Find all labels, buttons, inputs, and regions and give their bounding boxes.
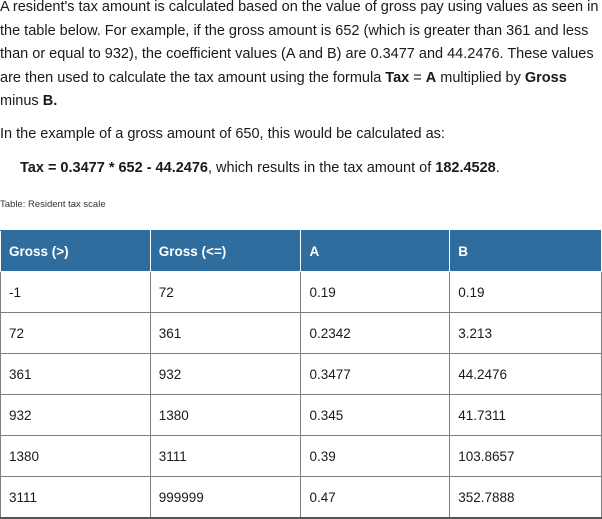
- intro-text: A resident's tax amount is calculated ba…: [0, 0, 599, 86]
- cell-gross-gt: 1380: [0, 435, 151, 477]
- equals-text: =: [409, 69, 426, 86]
- cell-a: 0.2342: [300, 312, 451, 354]
- table-row: 3111 999999 0.47 352.7888: [0, 476, 602, 519]
- formula-mid: , which results in the tax amount of: [207, 160, 436, 176]
- intro-paragraph: A resident's tax amount is calculated ba…: [0, 0, 600, 114]
- cell-a: 0.3477: [300, 353, 451, 395]
- cell-gross-gt: 72: [0, 312, 151, 354]
- table-row: 72 361 0.2342 3.213: [0, 312, 602, 354]
- example-lead: In the example of a gross amount of 650,…: [0, 126, 445, 142]
- cell-gross-lte: 1380: [149, 394, 302, 436]
- cell-gross-gt: 932: [0, 394, 151, 436]
- cell-gross-gt: 3111: [0, 476, 151, 519]
- cell-a: 0.47: [300, 476, 451, 519]
- cell-b: 103.8657: [449, 435, 602, 477]
- cell-gross-gt: -1: [0, 271, 151, 313]
- cell-gross-gt: 361: [0, 353, 151, 395]
- header-gross-gt: Gross (>): [0, 230, 151, 272]
- cell-gross-lte: 932: [149, 353, 302, 395]
- table-row: 932 1380 0.345 41.7311: [0, 394, 602, 436]
- table-caption: Table: Resident tax scale: [0, 199, 106, 210]
- formula-result: 182.4528: [435, 160, 496, 176]
- cell-gross-lte: 72: [149, 271, 302, 313]
- minus-text: minus: [0, 93, 43, 109]
- cell-a: 0.345: [300, 394, 451, 436]
- cell-gross-lte: 3111: [149, 435, 302, 477]
- cell-b: 44.2476: [449, 353, 602, 395]
- gross-word: Gross: [524, 69, 567, 86]
- cell-a: 0.39: [300, 435, 451, 477]
- cell-gross-lte: 361: [149, 312, 302, 354]
- cell-b: 3.213: [449, 312, 602, 354]
- tax-word: Tax: [385, 69, 410, 86]
- cell-a: 0.19: [300, 271, 451, 313]
- multiplied-text: multiplied by: [436, 69, 525, 86]
- formula-bold: Tax = 0.3477 * 652 - 44.2476: [20, 160, 208, 176]
- table-row: 1380 3111 0.39 103.8657: [0, 435, 602, 477]
- tax-scale-table: Gross (>) Gross (<=) A B -1 72 0.19 0.19…: [0, 230, 602, 519]
- table-row: -1 72 0.19 0.19: [0, 271, 602, 313]
- b-word: B.: [42, 93, 58, 109]
- table-header-row: Gross (>) Gross (<=) A B: [0, 230, 602, 272]
- header-a: A: [300, 230, 451, 272]
- cell-b: 352.7888: [449, 476, 602, 519]
- formula-end: .: [495, 160, 500, 176]
- table-row: 361 932 0.3477 44.2476: [0, 353, 602, 395]
- header-b: B: [449, 230, 602, 272]
- cell-b: 0.19: [449, 271, 602, 313]
- a-word: A: [425, 69, 437, 86]
- header-gross-lte: Gross (<=): [149, 230, 302, 272]
- cell-b: 41.7311: [449, 394, 602, 436]
- formula-line: Tax = 0.3477 * 652 - 44.2476, which resu…: [20, 157, 500, 181]
- cell-gross-lte: 999999: [149, 476, 302, 519]
